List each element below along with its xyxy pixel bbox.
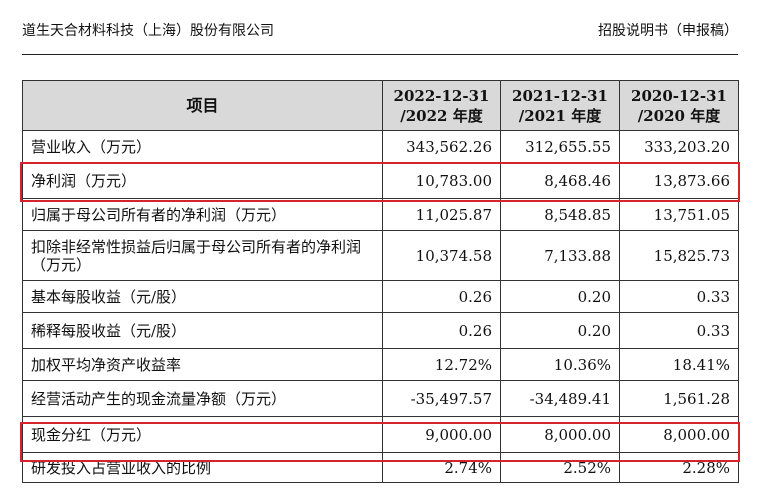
cell-2020: 18.41% xyxy=(619,348,739,381)
cell-2021: 10.36% xyxy=(500,348,620,381)
header-date: 2021-12-31 xyxy=(512,86,608,105)
cell-2020: 13,751.05 xyxy=(619,198,739,231)
row-label: 净利润（万元） xyxy=(22,162,383,199)
cell-2021: -34,489.41 xyxy=(500,380,620,417)
table-header-row: 项目 2022-12-31 /2022 年度 2021-12-31 /2021 … xyxy=(22,80,739,131)
cell-2021: 312,655.55 xyxy=(500,130,620,163)
row-label: 营业收入（万元） xyxy=(22,130,383,163)
table-row: 现金分红（万元） 9,000.00 8,000.00 8,000.00 xyxy=(22,416,739,453)
cell-2021: 8,000.00 xyxy=(500,416,620,453)
cell-2021: 2.52% xyxy=(500,452,620,483)
cell-2022: 10,783.00 xyxy=(382,162,501,199)
table-row: 基本每股收益（元/股） 0.26 0.20 0.33 xyxy=(22,280,739,313)
table-row: 营业收入（万元） 343,562.26 312,655.55 333,203.2… xyxy=(22,130,739,163)
cell-2022: 12.72% xyxy=(382,348,501,381)
table-row: 稀释每股收益（元/股） 0.26 0.20 0.33 xyxy=(22,312,739,349)
header-col-2021: 2021-12-31 /2021 年度 xyxy=(500,80,620,131)
table-row: 加权平均净资产收益率 12.72% 10.36% 18.41% xyxy=(22,348,739,381)
cell-2022: 11,025.87 xyxy=(382,198,501,231)
cell-2021: 8,548.85 xyxy=(500,198,620,231)
cell-2020: 0.33 xyxy=(619,312,739,349)
cell-2022: -35,497.57 xyxy=(382,380,501,417)
cell-2020: 8,000.00 xyxy=(619,416,739,453)
cell-2020: 15,825.73 xyxy=(619,230,739,281)
row-label: 加权平均净资产收益率 xyxy=(22,348,383,381)
cell-2020: 2.28% xyxy=(619,452,739,483)
cell-2022: 10,374.58 xyxy=(382,230,501,281)
cell-2022: 343,562.26 xyxy=(382,130,501,163)
table-row: 归属于母公司所有者的净利润（万元） 11,025.87 8,548.85 13,… xyxy=(22,198,739,231)
header-item: 项目 xyxy=(22,80,383,131)
document-title: 招股说明书（申报稿） xyxy=(598,23,738,39)
row-label: 研发投入占营业收入的比例 xyxy=(22,452,383,483)
cell-2020: 13,873.66 xyxy=(619,162,739,199)
cell-2022: 0.26 xyxy=(382,280,501,313)
header-col-2022: 2022-12-31 /2022 年度 xyxy=(382,80,501,131)
page-header: 道生天合材料科技（上海）股份有限公司 招股说明书（申报稿） xyxy=(22,20,738,55)
row-label: 经营活动产生的现金流量净额（万元） xyxy=(22,380,383,417)
cell-2020: 333,203.20 xyxy=(619,130,739,163)
row-label: 稀释每股收益（元/股） xyxy=(22,312,383,349)
company-name: 道生天合材料科技（上海）股份有限公司 xyxy=(22,23,274,39)
row-label: 扣除非经常性损益后归属于母公司所有者的净利润（万元） xyxy=(22,230,383,281)
cell-2022: 0.26 xyxy=(382,312,501,349)
header-col-2020: 2020-12-31 /2020 年度 xyxy=(619,80,739,131)
cell-2021: 0.20 xyxy=(500,280,620,313)
cell-2021: 8,468.46 xyxy=(500,162,620,199)
financial-summary-table: 项目 2022-12-31 /2022 年度 2021-12-31 /2021 … xyxy=(22,80,739,483)
header-year: /2020 年度 xyxy=(637,106,721,125)
cell-2022: 2.74% xyxy=(382,452,501,483)
header-date: 2020-12-31 xyxy=(631,86,727,105)
row-label: 现金分红（万元） xyxy=(22,416,383,453)
cell-2021: 0.20 xyxy=(500,312,620,349)
cell-2020: 0.33 xyxy=(619,280,739,313)
header-year: /2021 年度 xyxy=(518,106,602,125)
table-row: 扣除非经常性损益后归属于母公司所有者的净利润（万元） 10,374.58 7,1… xyxy=(22,230,739,281)
cell-2020: 1,561.28 xyxy=(619,380,739,417)
cell-2022: 9,000.00 xyxy=(382,416,501,453)
header-year: /2022 年度 xyxy=(400,106,483,125)
row-label: 基本每股收益（元/股） xyxy=(22,280,383,313)
table-row: 研发投入占营业收入的比例 2.74% 2.52% 2.28% xyxy=(22,452,739,483)
table-row: 经营活动产生的现金流量净额（万元） -35,497.57 -34,489.41 … xyxy=(22,380,739,417)
row-label: 归属于母公司所有者的净利润（万元） xyxy=(22,198,383,231)
cell-2021: 7,133.88 xyxy=(500,230,620,281)
header-date: 2022-12-31 xyxy=(393,86,490,105)
table-row: 净利润（万元） 10,783.00 8,468.46 13,873.66 xyxy=(22,162,739,199)
